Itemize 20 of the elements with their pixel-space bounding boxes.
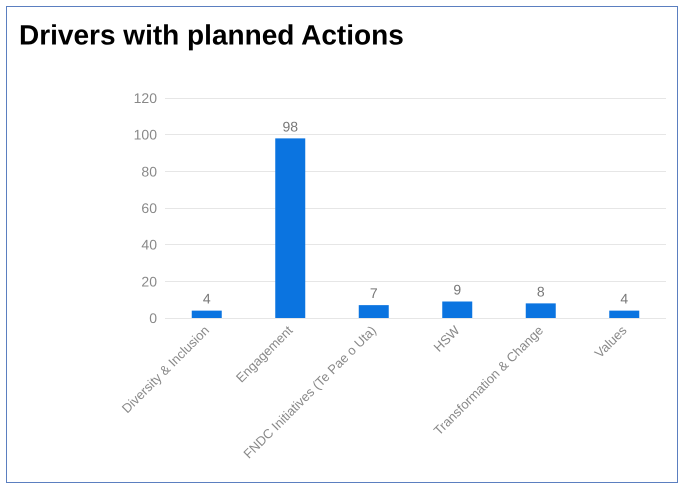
chart-title: Drivers with planned Actions: [19, 20, 404, 50]
bar: [192, 310, 222, 318]
y-tick-label: 60: [141, 200, 158, 216]
data-label: 4: [620, 290, 628, 307]
y-tick-label: 40: [141, 236, 158, 253]
bar: [358, 305, 389, 318]
data-label: 7: [370, 285, 378, 302]
data-label: 4: [202, 290, 211, 307]
y-tick-label: 20: [141, 273, 158, 290]
data-label: 8: [536, 283, 545, 300]
data-label: 98: [282, 118, 298, 134]
bar: [442, 302, 472, 318]
y-tick-label: 80: [141, 163, 158, 180]
data-label: 9: [453, 282, 462, 298]
bar: [275, 138, 306, 318]
y-tick-label: 120: [134, 90, 158, 106]
y-tick-label: 100: [134, 126, 158, 143]
y-tick-label: 0: [149, 310, 158, 326]
bar: [526, 303, 556, 318]
bar: [609, 310, 640, 318]
